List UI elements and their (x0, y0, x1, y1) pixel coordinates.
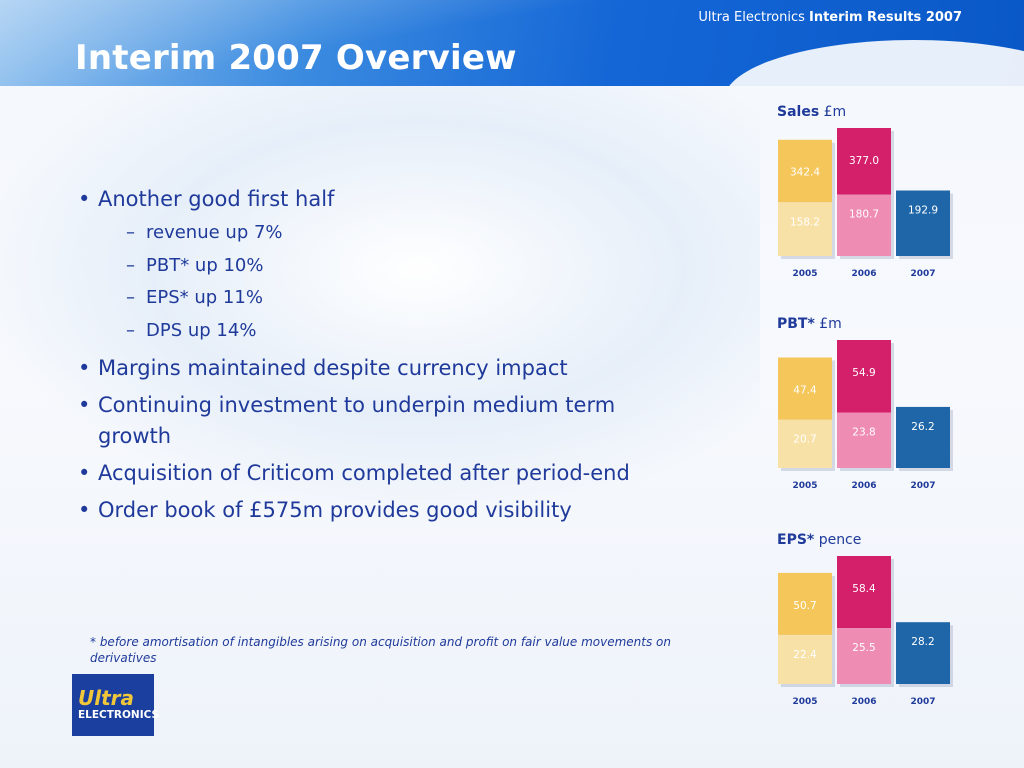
bar-half-label: 28.2 (911, 636, 934, 648)
bar-first-half (896, 622, 950, 684)
bar-full-label: 377.0 (849, 155, 879, 167)
bar-first-half (778, 202, 832, 256)
pbt-bar-chart: 20.7 47.4 2005 23.8 54.9 2006 26.2 2007 (778, 340, 953, 491)
year-tick-label: 2005 (792, 481, 817, 491)
chart-title-unit: pence (818, 532, 862, 548)
bullet-list: Another good first half revenue up 7% PB… (78, 184, 718, 532)
pbt-chart: PBT* £m 20.7 47.4 2005 23.8 54.9 2006 26.2 2007 (770, 316, 970, 496)
header-caption-normal: Ultra Electronics (698, 10, 809, 25)
year-tick-label: 2005 (792, 697, 817, 707)
header-caption-bold: Interim Results 2007 (809, 10, 962, 25)
chart-title: Sales £m (777, 104, 846, 120)
year-tick-label: 2006 (851, 697, 876, 707)
year-tick-label: 2006 (851, 481, 876, 491)
bar-full-label: 342.4 (790, 167, 820, 179)
eps-bar-chart: 22.4 50.7 2005 25.5 58.4 2006 28.2 2007 (778, 556, 953, 707)
ultra-electronics-logo: Ultra ELECTRONICS (72, 674, 160, 736)
bar-first-half (837, 194, 891, 256)
chart-title-bold: Sales (777, 104, 820, 120)
header-caption: Ultra Electronics Interim Results 2007 (698, 10, 962, 25)
bullet-item: Continuing investment to underpin medium… (78, 390, 618, 452)
sub-bullet-item: PBT* up 10% (98, 250, 718, 283)
bar-full-label: 54.9 (852, 367, 875, 379)
bullet-item: Margins maintained despite currency impa… (78, 353, 718, 384)
sub-bullet-item: revenue up 7% (98, 217, 718, 250)
logo-line-2: ELECTRONICS (78, 709, 160, 721)
bar-half-label: 23.8 (852, 427, 875, 439)
bar-full-year (778, 139, 832, 203)
bar-first-half (778, 419, 832, 468)
bar-full-year (837, 556, 891, 629)
chart-title-unit: £m (823, 104, 847, 120)
sales-chart: Sales £m 158.2 342.4 2005 180.7 377.0 2006 192… (770, 104, 970, 284)
header-band (0, 0, 1024, 86)
sales-bar-chart: 158.2 342.4 2005 180.7 377.0 2006 192.9 2007 (778, 128, 953, 279)
year-tick-label: 2007 (910, 269, 935, 279)
bar-full-label: 47.4 (793, 384, 817, 396)
bullet-item: Another good first half revenue up 7% PB… (78, 184, 718, 347)
footnote: * before amortisation of intangibles ari… (90, 635, 671, 665)
chart-title-bold: PBT* (777, 316, 815, 332)
bar-half-label: 25.5 (852, 642, 875, 654)
year-tick-label: 2007 (910, 481, 935, 491)
bullet-item: Acquisition of Criticom completed after … (78, 458, 718, 489)
sub-bullet-item: EPS* up 11% (98, 282, 718, 315)
page-title: Interim 2007 Overview (75, 38, 517, 78)
eps-chart: EPS* pence 22.4 50.7 2005 25.5 58.4 2006 28.2 2… (770, 532, 970, 712)
year-tick-label: 2007 (910, 697, 935, 707)
bar-half-label: 26.2 (911, 421, 934, 433)
chart-title-unit: £m (819, 316, 842, 332)
bar-first-half (837, 412, 891, 468)
bar-half-label: 192.9 (908, 205, 938, 217)
bar-full-year (778, 357, 832, 420)
chart-title: EPS* pence (777, 532, 861, 548)
bar-full-label: 50.7 (793, 600, 816, 612)
bar-full-year (837, 340, 891, 413)
bar-half-label: 22.4 (793, 649, 817, 661)
bar-half-label: 158.2 (790, 216, 820, 228)
bar-first-half (837, 628, 891, 684)
bar-first-half (896, 190, 950, 256)
sub-bullet-list: revenue up 7% PBT* up 10% EPS* up 11% DP… (98, 217, 718, 347)
sub-bullet-item: DPS up 14% (98, 315, 718, 348)
bar-first-half (896, 406, 950, 468)
logo-line-1: Ultra (78, 686, 135, 710)
bar-first-half (778, 634, 832, 684)
bullet-item: Order book of £575m provides good visibi… (78, 495, 718, 526)
bar-half-label: 180.7 (849, 209, 879, 221)
bar-half-label: 20.7 (793, 434, 816, 446)
year-tick-label: 2005 (792, 269, 817, 279)
chart-title: PBT* £m (777, 316, 842, 332)
year-tick-label: 2006 (851, 269, 876, 279)
chart-title-bold: EPS* (777, 532, 815, 548)
bullet-text: Another good first half (98, 187, 335, 211)
bar-full-label: 58.4 (852, 583, 876, 595)
bar-full-year (778, 572, 832, 635)
bar-full-year (837, 128, 891, 195)
